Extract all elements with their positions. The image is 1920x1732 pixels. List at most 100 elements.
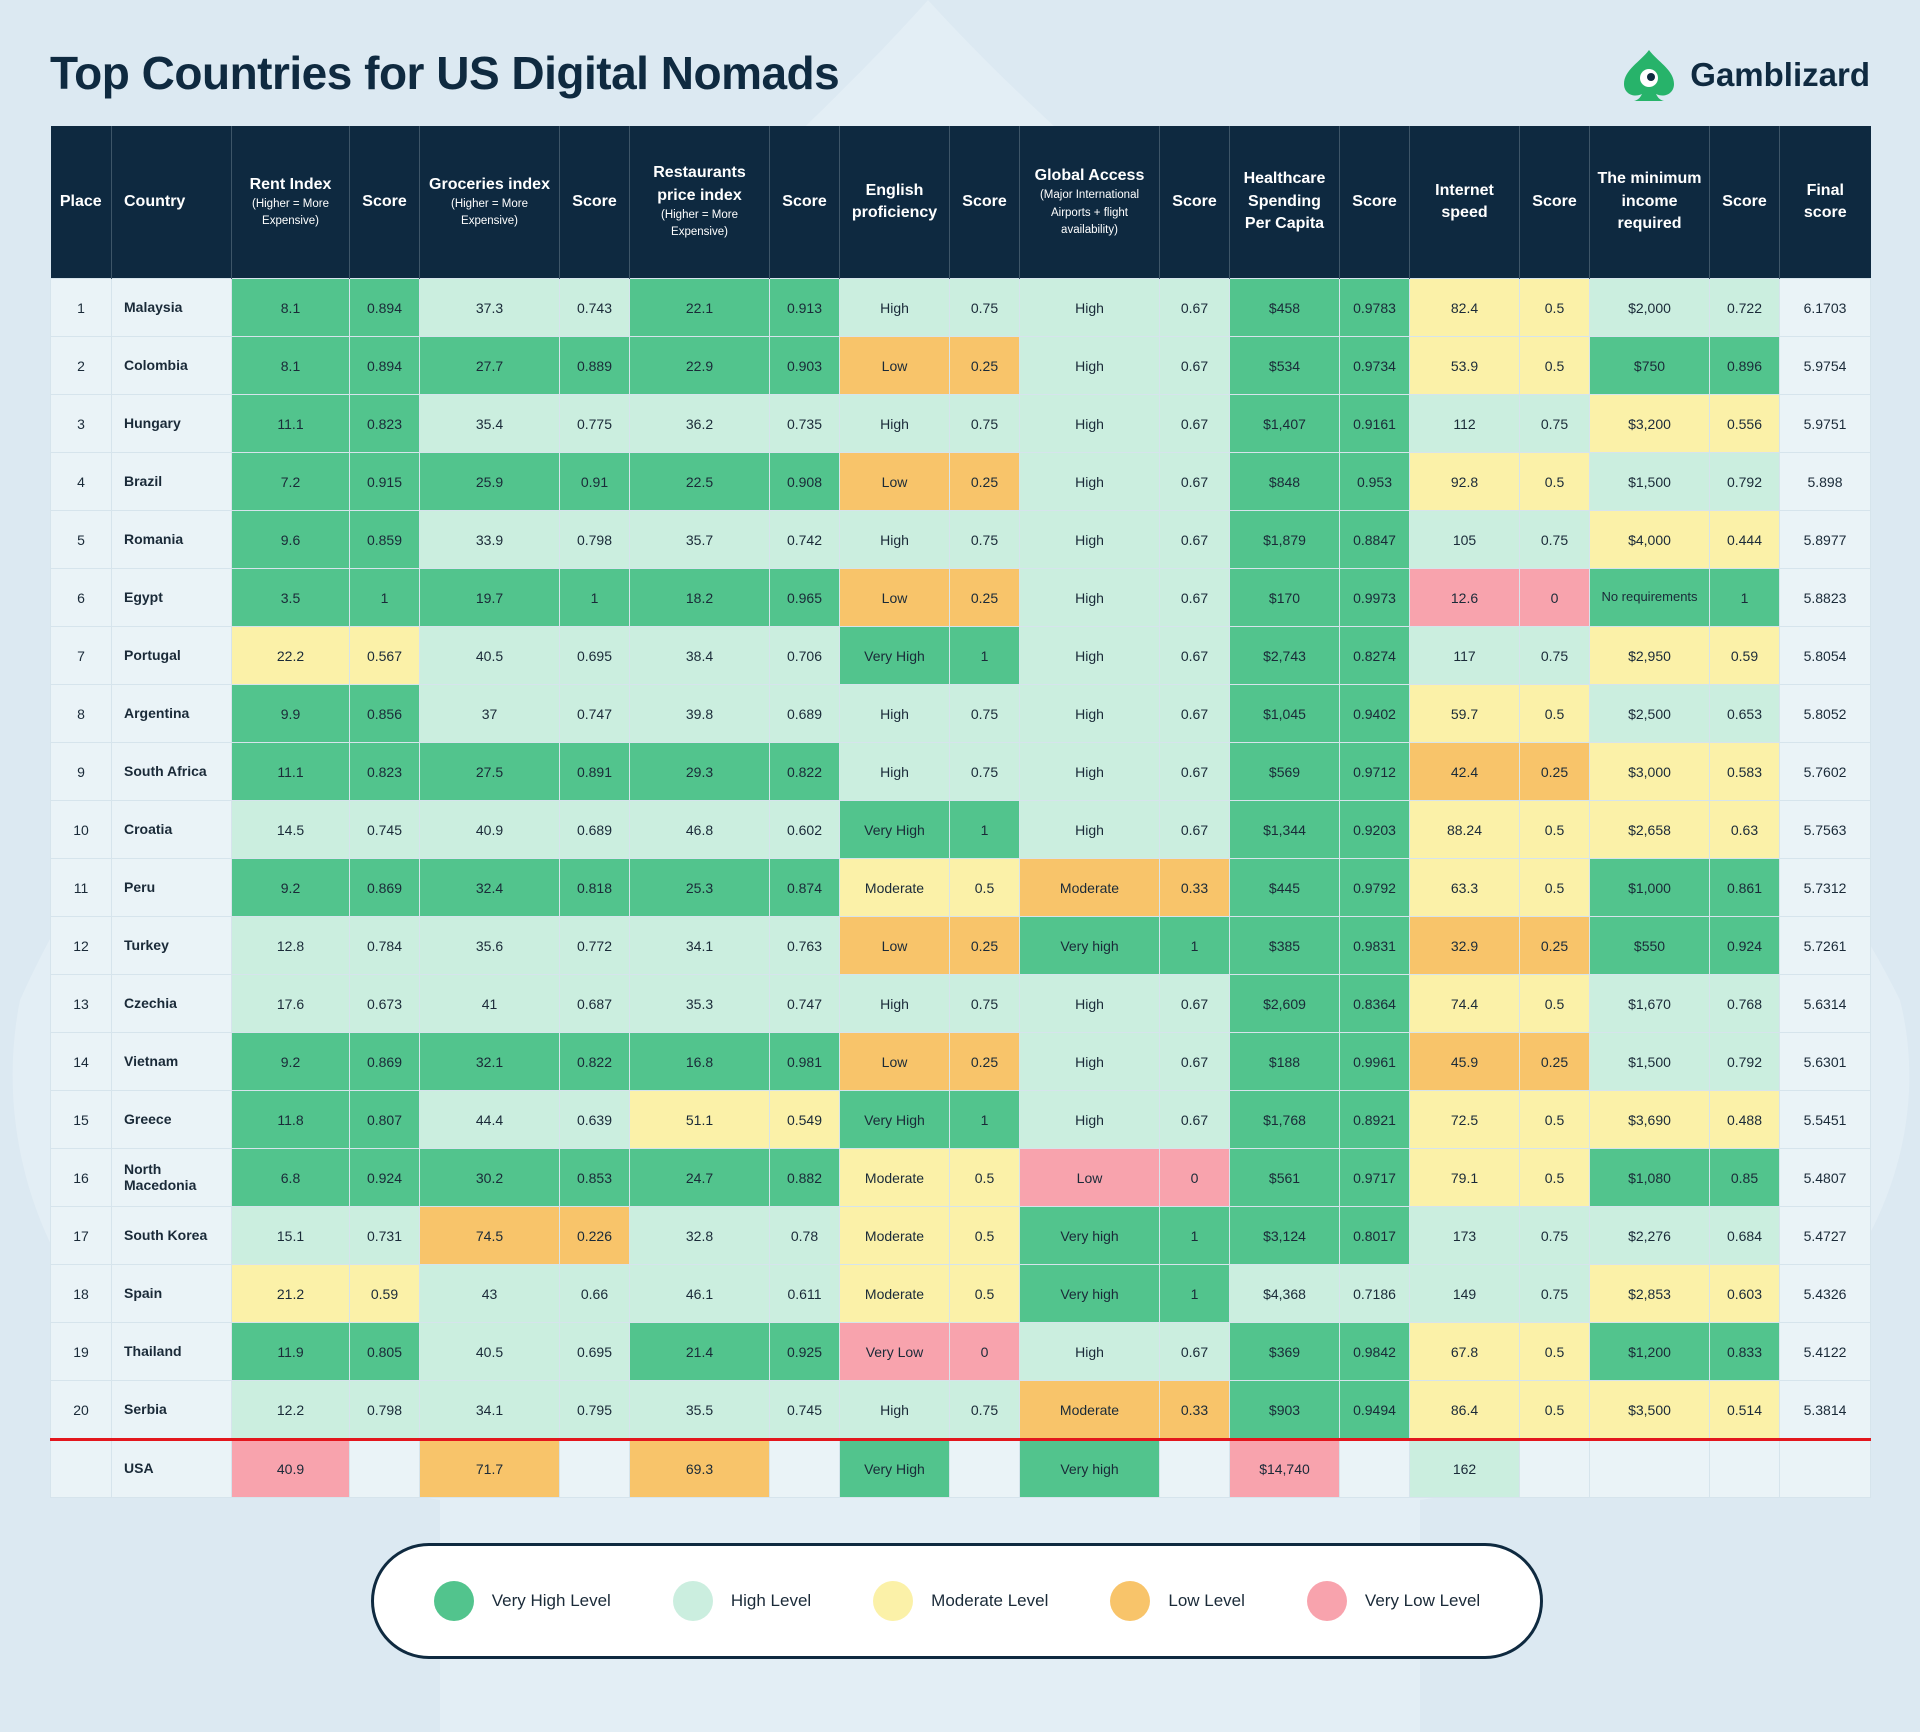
english-proficiency-cell: Low [839, 452, 950, 511]
income-score-cell: 0.653 [1709, 684, 1780, 743]
english-score-cell: 0.75 [949, 1380, 1020, 1440]
place-cell: 13 [50, 974, 112, 1033]
internet-score-cell: 0.75 [1519, 1264, 1590, 1323]
restaurants-index-cell: 29.3 [629, 742, 770, 801]
place-cell: 18 [50, 1264, 112, 1323]
rent-index-cell: 15.1 [231, 1206, 350, 1265]
groceries-index-cell: 41 [419, 974, 560, 1033]
table-row: 2 Colombia 8.1 0.894 27.7 0.889 22.9 0.903 Low 0.… [50, 336, 1871, 395]
healthcare-score-cell: 0.8364 [1339, 974, 1410, 1033]
healthcare-score-cell: 0.9783 [1339, 278, 1410, 337]
internet-speed-cell: 86.4 [1409, 1380, 1520, 1440]
column-header-label: Global Access [1034, 166, 1145, 184]
rent-score-cell: 0.869 [349, 858, 420, 917]
minimum-income-cell: $1,500 [1589, 1032, 1710, 1091]
groceries-score-cell: 0.91 [559, 452, 630, 511]
global-access-score-cell: 0.33 [1159, 858, 1230, 917]
place-cell [50, 1438, 112, 1498]
income-score-cell [1709, 1438, 1780, 1498]
restaurants-score-cell: 0.611 [769, 1264, 840, 1323]
english-proficiency-cell: Moderate [839, 1264, 950, 1323]
groceries-index-cell: 43 [419, 1264, 560, 1323]
table-body: 1 Malaysia 8.1 0.894 37.3 0.743 22.1 0.913 High 0… [50, 278, 1871, 1498]
column-header: Final score [1779, 126, 1871, 279]
place-cell: 15 [50, 1090, 112, 1149]
groceries-score-cell: 0.798 [559, 510, 630, 569]
restaurants-score-cell: 0.908 [769, 452, 840, 511]
groceries-index-cell: 34.1 [419, 1380, 560, 1440]
place-cell: 6 [50, 568, 112, 627]
ranking-table: Place Country Rent Index (Higher = More Exp… [50, 126, 1871, 1498]
header-row: Place Country Rent Index (Higher = More Exp… [50, 126, 1871, 279]
english-proficiency-cell: Moderate [839, 858, 950, 917]
final-score-cell: 5.4807 [1779, 1148, 1871, 1207]
final-score-cell: 5.7563 [1779, 800, 1871, 859]
income-score-cell: 0.792 [1709, 452, 1780, 511]
groceries-index-cell: 40.9 [419, 800, 560, 859]
english-score-cell: 0.5 [949, 1206, 1020, 1265]
table-row: 5 Romania 9.6 0.859 33.9 0.798 35.7 0.742 High 0.… [50, 510, 1871, 569]
rent-score-cell: 0.869 [349, 1032, 420, 1091]
column-header-label: Rent Index [249, 175, 332, 193]
country-cell: Turkey [111, 916, 232, 975]
groceries-score-cell: 0.822 [559, 1032, 630, 1091]
table-row: 8 Argentina 9.9 0.856 37 0.747 39.8 0.689 High 0.… [50, 684, 1871, 743]
minimum-income-cell: $4,000 [1589, 510, 1710, 569]
minimum-income-cell [1589, 1438, 1710, 1498]
rent-score-cell: 0.894 [349, 278, 420, 337]
column-header-label: Score [1722, 192, 1767, 210]
final-score-cell: 5.8052 [1779, 684, 1871, 743]
global-access-score-cell: 0.67 [1159, 278, 1230, 337]
healthcare-spending-cell: $1,407 [1229, 394, 1340, 453]
global-access-score-cell: 0.67 [1159, 452, 1230, 511]
global-access-score-cell: 0.67 [1159, 626, 1230, 685]
global-access-score-cell: 0.67 [1159, 568, 1230, 627]
restaurants-score-cell: 0.735 [769, 394, 840, 453]
rent-index-cell: 17.6 [231, 974, 350, 1033]
rent-score-cell: 0.731 [349, 1206, 420, 1265]
healthcare-score-cell: 0.9712 [1339, 742, 1410, 801]
final-score-cell: 5.6301 [1779, 1032, 1871, 1091]
english-score-cell: 1 [949, 800, 1020, 859]
healthcare-score-cell: 0.8017 [1339, 1206, 1410, 1265]
healthcare-score-cell: 0.9717 [1339, 1148, 1410, 1207]
groceries-score-cell [559, 1438, 630, 1498]
restaurants-score-cell: 0.965 [769, 568, 840, 627]
country-cell: Croatia [111, 800, 232, 859]
restaurants-score-cell: 0.913 [769, 278, 840, 337]
global-access-score-cell: 0.67 [1159, 1322, 1230, 1381]
healthcare-score-cell: 0.9161 [1339, 394, 1410, 453]
rent-index-cell: 9.6 [231, 510, 350, 569]
global-access-cell: Very high [1019, 1264, 1160, 1323]
healthcare-score-cell: 0.9402 [1339, 684, 1410, 743]
rent-score-cell: 0.745 [349, 800, 420, 859]
column-header-label: Score [1172, 192, 1217, 210]
legend-label: Low Level [1168, 1591, 1245, 1610]
country-cell: Romania [111, 510, 232, 569]
groceries-score-cell: 0.66 [559, 1264, 630, 1323]
final-score-cell: 5.7312 [1779, 858, 1871, 917]
global-access-cell: High [1019, 568, 1160, 627]
place-cell: 3 [50, 394, 112, 453]
internet-score-cell: 0.5 [1519, 858, 1590, 917]
restaurants-index-cell: 69.3 [629, 1438, 770, 1498]
minimum-income-cell: $2,500 [1589, 684, 1710, 743]
rent-score-cell: 0.924 [349, 1148, 420, 1207]
internet-score-cell: 0.25 [1519, 916, 1590, 975]
minimum-income-cell: No requirements [1589, 568, 1710, 627]
column-header: Score [769, 126, 840, 279]
income-score-cell: 0.603 [1709, 1264, 1780, 1323]
groceries-index-cell: 27.5 [419, 742, 560, 801]
english-proficiency-cell: Low [839, 1032, 950, 1091]
final-score-cell: 5.9754 [1779, 336, 1871, 395]
healthcare-score-cell: 0.7186 [1339, 1264, 1410, 1323]
rent-index-cell: 9.2 [231, 858, 350, 917]
groceries-score-cell: 0.889 [559, 336, 630, 395]
table-row: 10 Croatia 14.5 0.745 40.9 0.689 46.8 0.602 Very… [50, 800, 1871, 859]
place-cell: 5 [50, 510, 112, 569]
healthcare-spending-cell: $848 [1229, 452, 1340, 511]
global-access-cell: High [1019, 336, 1160, 395]
restaurants-score-cell [769, 1438, 840, 1498]
minimum-income-cell: $2,276 [1589, 1206, 1710, 1265]
groceries-index-cell: 40.5 [419, 626, 560, 685]
